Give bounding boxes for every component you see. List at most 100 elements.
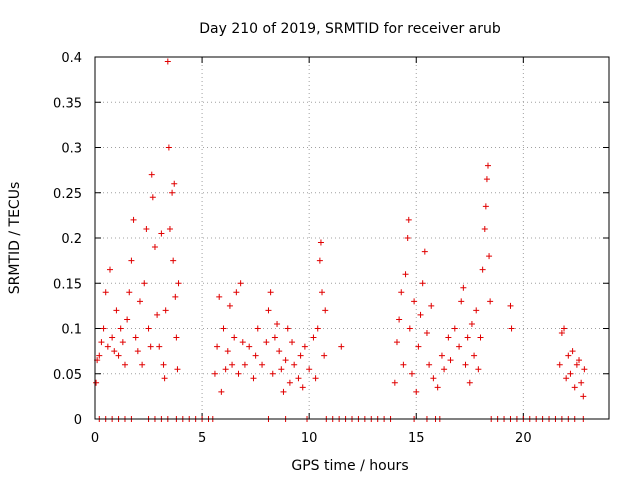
data-point xyxy=(109,334,116,341)
data-point xyxy=(405,216,412,223)
data-point xyxy=(239,339,246,346)
data-point xyxy=(468,320,475,327)
data-point xyxy=(134,348,141,355)
y-axis-label: SRMTID / TECUs xyxy=(7,182,23,295)
data-point xyxy=(271,334,278,341)
data-point xyxy=(164,58,171,65)
data-point xyxy=(174,366,181,373)
data-point xyxy=(161,375,168,382)
data-point xyxy=(124,316,131,323)
y-tick-label: 0.1 xyxy=(61,323,82,338)
data-point xyxy=(447,357,454,364)
data-point xyxy=(417,311,424,318)
data-point xyxy=(231,334,238,341)
data-point xyxy=(165,144,172,151)
data-point xyxy=(269,370,276,377)
data-point xyxy=(286,379,293,386)
x-tick-labels: 0 5 10 15 20 xyxy=(91,431,532,446)
data-point xyxy=(226,302,233,309)
data-point xyxy=(508,325,515,332)
data-point xyxy=(411,298,418,305)
data-point xyxy=(263,339,270,346)
data-point xyxy=(483,176,490,183)
x-axis-label: GPS time / hours xyxy=(291,458,408,474)
x-tick-label: 5 xyxy=(198,431,206,446)
data-point xyxy=(145,325,152,332)
data-point xyxy=(321,352,328,359)
data-point xyxy=(451,325,458,332)
data-point xyxy=(224,348,231,355)
data-point xyxy=(573,361,580,368)
data-point xyxy=(252,352,259,359)
y-tick-label: 0 xyxy=(74,413,82,428)
data-point xyxy=(98,339,105,346)
data-point xyxy=(220,325,227,332)
data-point xyxy=(400,361,407,368)
data-point xyxy=(561,325,568,332)
data-point xyxy=(406,325,413,332)
data-point xyxy=(93,379,100,386)
data-point xyxy=(132,334,139,341)
data-point xyxy=(274,320,281,327)
data-point xyxy=(172,293,179,300)
data-point xyxy=(319,289,326,296)
data-point xyxy=(301,343,308,350)
data-point xyxy=(578,379,585,386)
data-point xyxy=(169,189,176,196)
data-point xyxy=(295,375,302,382)
data-point xyxy=(391,379,398,386)
data-point xyxy=(139,361,146,368)
data-point xyxy=(121,361,128,368)
data-point xyxy=(297,352,304,359)
data-point xyxy=(259,361,266,368)
data-point xyxy=(398,289,405,296)
data-point xyxy=(267,289,274,296)
data-point xyxy=(462,361,469,368)
data-point xyxy=(158,230,165,237)
data-point xyxy=(428,302,435,309)
data-point xyxy=(393,339,400,346)
data-point xyxy=(154,311,161,318)
data-point xyxy=(136,298,143,305)
data-point xyxy=(100,325,107,332)
data-point xyxy=(160,361,167,368)
y-tick-label: 0.2 xyxy=(61,232,82,247)
data-point xyxy=(408,370,415,377)
data-point xyxy=(147,343,154,350)
data-point xyxy=(402,271,409,278)
data-point xyxy=(507,302,514,309)
data-point xyxy=(556,361,563,368)
data-point xyxy=(571,384,578,391)
data-point xyxy=(464,334,471,341)
data-point xyxy=(466,379,473,386)
x-tick-label: 20 xyxy=(515,431,532,446)
data-point xyxy=(312,375,319,382)
data-point xyxy=(314,325,321,332)
y-tick-label: 0.05 xyxy=(53,368,82,383)
data-point xyxy=(246,343,253,350)
data-point xyxy=(222,366,229,373)
data-point xyxy=(458,298,465,305)
data-point xyxy=(141,280,148,287)
data-point xyxy=(415,343,422,350)
data-point xyxy=(580,393,587,400)
data-point xyxy=(576,357,583,364)
data-point xyxy=(280,388,287,395)
data-point xyxy=(102,289,109,296)
data-point xyxy=(419,280,426,287)
data-point xyxy=(111,348,118,355)
data-point xyxy=(479,266,486,273)
x-tick-label: 10 xyxy=(301,431,318,446)
data-point xyxy=(156,343,163,350)
data-point xyxy=(322,307,329,314)
plot-frame xyxy=(94,56,610,420)
data-point xyxy=(235,370,242,377)
data-point xyxy=(441,366,448,373)
data-point xyxy=(456,343,463,350)
y-tick-label: 0.3 xyxy=(61,142,82,157)
data-point xyxy=(430,375,437,382)
data-point xyxy=(289,339,296,346)
data-point xyxy=(445,334,452,341)
data-point xyxy=(434,384,441,391)
data-point xyxy=(170,257,177,264)
